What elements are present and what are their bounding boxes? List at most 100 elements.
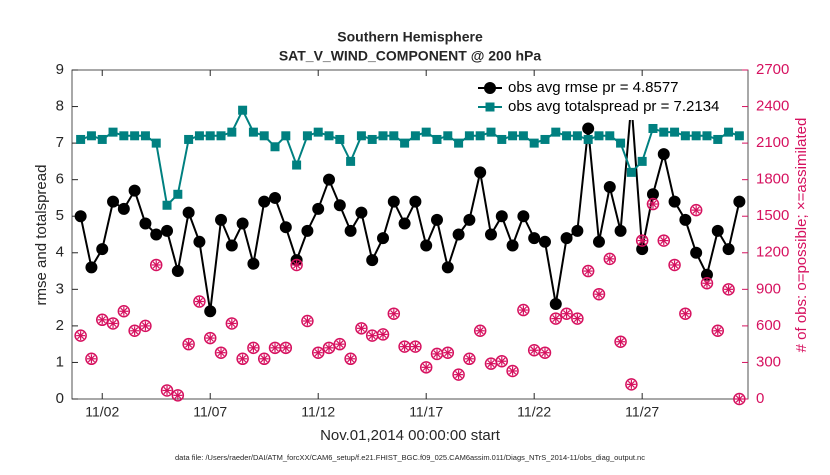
legend-label: obs avg rmse pr = 4.8577 [508,79,679,96]
data-point [290,258,303,272]
marker-spoke [293,261,301,269]
marker-ring [560,307,573,320]
marker-ring [171,389,185,402]
marker-spoke [681,310,689,318]
marker-spoke [314,349,322,357]
marker-spoke [325,344,333,352]
marker-spoke [638,236,646,245]
marker-ring [247,341,260,355]
marker-spoke [87,355,96,363]
data-point [668,195,681,208]
marker-spoke [530,346,538,354]
y-tick-label: 9 [56,61,64,78]
legend-label: obs avg totalspread pr = 7.2134 [508,98,719,115]
data-point [670,127,680,137]
data-point [301,314,314,328]
marker-spoke [357,324,366,332]
data-point [549,312,563,325]
data-point [592,287,606,301]
data-point [74,329,87,342]
data-point [527,344,541,357]
data-point [463,213,476,226]
marker-spoke [433,350,441,358]
data-point [463,352,476,366]
data-point [214,346,228,359]
marker-spoke [454,371,463,379]
marker-ring [409,340,422,353]
data-point [657,234,671,247]
data-point [540,134,550,144]
x-tick-label: 11/02 [85,404,119,420]
data-point [150,228,163,241]
marker-spoke [336,340,344,348]
data-point [171,265,184,278]
x-tick-label: 11/12 [301,404,335,420]
data-point [344,224,357,237]
data-point [571,312,584,325]
marker-spoke [77,332,85,340]
data-point [659,127,669,137]
data-point [162,200,172,210]
marker-ring [344,352,357,366]
data-point [238,105,248,115]
data-point [549,297,562,310]
marker-spoke [411,342,420,351]
marker-spoke [714,327,722,335]
data-point [700,276,714,290]
data-point [722,283,735,296]
data-point [733,392,746,406]
data-point [398,217,411,230]
data-point [592,235,605,248]
marker-ring [419,361,433,374]
marker-spoke [562,310,571,318]
marker-spoke [724,285,733,293]
marker-spoke [703,279,711,287]
data-point [107,195,120,208]
marker-spoke [616,338,625,346]
marker-ring [182,337,195,351]
data-point [454,138,464,148]
marker-spoke [98,316,106,324]
data-point [668,258,681,272]
data-point [270,142,280,152]
marker-ring [711,324,725,338]
y2-tick-label: 2100 [756,134,789,151]
data-point [117,202,130,215]
data-point [128,324,141,338]
data-point [97,134,107,144]
data-point [96,243,109,256]
marker-spoke [174,391,182,399]
marker-ring [463,352,476,366]
data-point [119,131,129,141]
data-point [247,257,260,270]
data-point [236,217,249,230]
data-point [497,134,507,144]
data-point [356,131,366,141]
marker-spoke [390,310,398,318]
data-point [582,122,595,135]
marker-ring [549,312,563,325]
data-point [517,303,530,317]
data-point [74,210,87,223]
data-point [517,210,530,223]
data-point [400,138,410,148]
marker-ring [592,287,606,301]
marker-ring [74,329,87,342]
y2-tick-label: 1200 [756,244,789,261]
data-point [475,131,485,141]
data-point [139,319,152,333]
marker-spoke [131,327,139,335]
y-tick-label: 4 [56,244,64,261]
marker-spoke [508,367,517,375]
marker-spoke [282,344,290,352]
data-point [248,127,258,137]
marker-ring [495,354,509,368]
marker-ring [95,313,109,327]
marker-ring [301,314,314,328]
data-point [583,134,593,144]
data-point [236,352,249,366]
data-point [322,341,336,355]
data-point [215,213,228,226]
marker-spoke [541,349,549,357]
data-point [85,352,98,366]
